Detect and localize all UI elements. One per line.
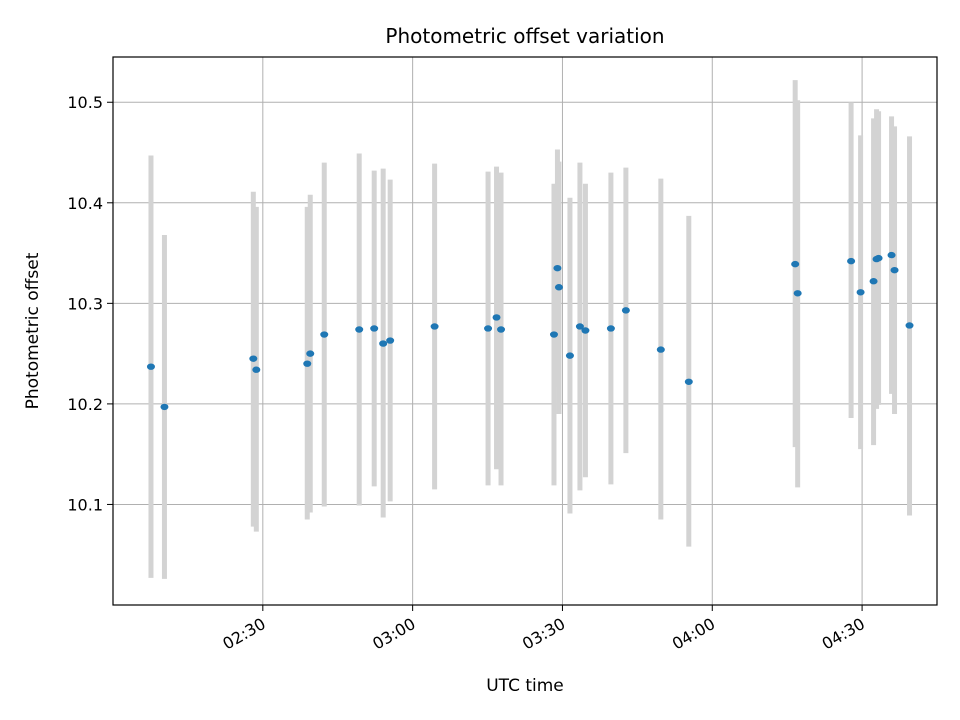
data-point xyxy=(874,254,883,262)
data-point xyxy=(370,325,379,332)
data-point xyxy=(856,289,865,296)
y-axis-label: Photometric offset xyxy=(23,252,43,409)
data-point xyxy=(887,251,896,259)
data-point xyxy=(621,307,630,314)
data-point xyxy=(492,314,501,321)
data-point xyxy=(791,260,800,268)
y-tick-label: 10.3 xyxy=(67,294,103,313)
data-point xyxy=(252,366,261,373)
chart-title: Photometric offset variation xyxy=(385,24,664,48)
data-point xyxy=(303,360,312,367)
data-point xyxy=(869,278,878,285)
data-point xyxy=(160,403,169,411)
plot-frame xyxy=(112,56,938,606)
data-point xyxy=(606,325,615,332)
data-point xyxy=(497,326,506,333)
data-point xyxy=(554,284,563,291)
data-point xyxy=(379,340,388,347)
data-point xyxy=(656,346,665,353)
data-point xyxy=(306,350,315,357)
y-tick-label: 10.1 xyxy=(67,495,103,514)
data-point xyxy=(890,266,899,274)
data-point xyxy=(484,325,493,332)
y-tick-label: 10.2 xyxy=(67,395,103,414)
data-point xyxy=(565,352,574,359)
x-axis-label: UTC time xyxy=(486,676,564,696)
data-point xyxy=(386,337,395,344)
point-layer xyxy=(146,251,914,411)
data-point xyxy=(575,323,584,330)
data-point xyxy=(793,290,802,297)
data-point xyxy=(320,331,329,338)
data-point xyxy=(249,355,258,362)
data-point xyxy=(146,363,155,370)
data-point xyxy=(684,378,693,385)
data-point xyxy=(549,331,558,338)
data-point xyxy=(847,257,856,265)
y-tick-label: 10.5 xyxy=(67,93,103,112)
data-point xyxy=(355,326,364,333)
data-point xyxy=(905,322,914,329)
y-tick-label: 10.4 xyxy=(67,194,103,213)
data-point xyxy=(430,323,439,330)
data-point xyxy=(553,264,562,272)
data-point xyxy=(581,327,590,334)
